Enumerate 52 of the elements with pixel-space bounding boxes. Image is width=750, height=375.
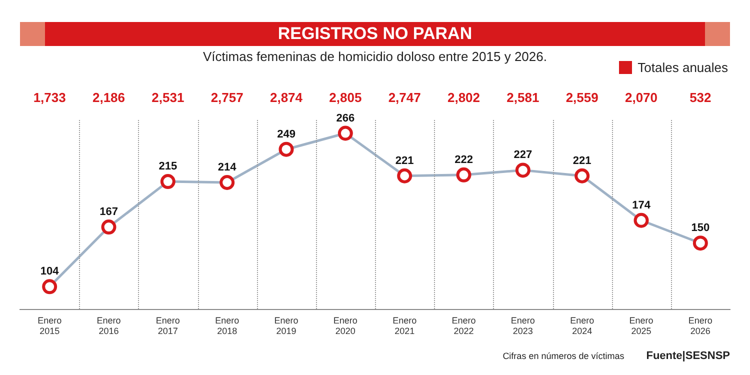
x-tick-label: Enero 2023 <box>510 315 535 336</box>
data-label: 215 <box>158 160 178 173</box>
data-label: 167 <box>100 206 118 218</box>
point <box>160 174 176 190</box>
x-tick-label: Enero 2020 <box>333 315 358 336</box>
point <box>338 126 353 141</box>
data-label: 266 <box>336 112 355 124</box>
x-tick-label: Enero 2019 <box>274 315 298 336</box>
point <box>456 167 472 182</box>
x-tick-label: Enero 2025 <box>629 315 654 336</box>
point <box>220 175 235 190</box>
data-label: 221 <box>395 154 414 167</box>
text: 532 <box>690 90 712 105</box>
data-label: 222 <box>454 154 473 166</box>
text: 2,070 <box>624 90 658 105</box>
text: 1,733 <box>33 90 66 105</box>
point <box>397 168 412 184</box>
text: 2,874 <box>270 90 304 105</box>
text: 2,559 <box>566 90 598 105</box>
point <box>42 279 58 294</box>
data-label: 249 <box>277 128 296 140</box>
text: 2,581 <box>506 90 540 105</box>
data-label: 221 <box>572 154 592 167</box>
text: 2,802 <box>447 90 480 105</box>
point <box>278 142 294 157</box>
text: 2,186 <box>92 90 126 105</box>
text: 2,747 <box>388 90 421 105</box>
data-label: 227 <box>514 149 532 162</box>
x-tick-label: Enero 2022 <box>452 315 476 336</box>
source-note: Fuente|SESNSP <box>646 350 730 362</box>
x-tick-label: Enero 2024 <box>570 315 594 336</box>
chart-subtitle: Víctimas femeninas de homicidio doloso entre 2015 y 2026. <box>203 49 547 64</box>
data-label: 174 <box>632 199 652 212</box>
x-tick-label: Enero 2016 <box>96 315 121 336</box>
text: Cifras en números de víctimas <box>502 351 624 361</box>
x-tick-label: Enero 2021 <box>392 315 417 336</box>
text: 2,805 <box>329 90 362 105</box>
x-tick-label: Enero 2017 <box>156 315 180 336</box>
data-label: 214 <box>218 162 238 174</box>
data-label: 104 <box>40 266 60 278</box>
point <box>574 168 590 184</box>
point <box>101 220 116 235</box>
data-label: 150 <box>691 222 710 234</box>
point <box>692 236 708 251</box>
text: 2,531 <box>152 90 184 105</box>
x-tick-label: Enero 2026 <box>688 315 712 336</box>
x-tick-label: Enero 2018 <box>215 315 240 336</box>
x-tick-label: Enero 2015 <box>38 315 62 336</box>
point <box>634 212 649 228</box>
legend-title: Totales anuales <box>638 60 728 75</box>
text: 2,757 <box>210 90 244 105</box>
point <box>515 162 530 178</box>
